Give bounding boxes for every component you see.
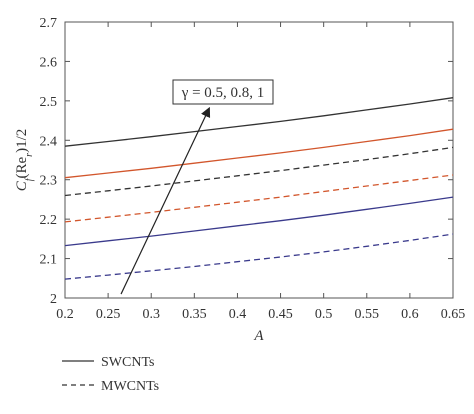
x-tick-label: 0.65 (441, 307, 466, 322)
x-tick-label: 0.6 (401, 307, 419, 322)
y-axis-label-sub-r: r (24, 153, 35, 157)
y-axis-label-rest: )1/2 (14, 129, 30, 153)
y-tick-label: 2.2 (40, 213, 58, 228)
series-line-swcnts-1 (64, 128, 454, 179)
x-axis-label: A (253, 328, 264, 344)
y-axis-label-sub-f: f (24, 177, 35, 181)
annotation: γ = 0.5, 0.8, 1 (120, 79, 274, 295)
x-axis-ticks: 0.2 0.25 0.3 0.35 0.4 0.45 0.5 0.55 0.6 0.65 (56, 22, 465, 322)
x-tick-label: 0.45 (268, 307, 293, 322)
y-tick-label: 2.4 (40, 134, 58, 149)
y-axis-label-main: C (14, 180, 30, 191)
plot-frame (64, 21, 454, 299)
series-layer (64, 97, 454, 280)
annotation-arrow (120, 106, 211, 295)
x-tick-label: 0.4 (229, 307, 247, 322)
legend-label-swcnts: SWCNTs (101, 355, 154, 370)
x-tick-label: 0.55 (355, 307, 380, 322)
x-tick-label: 0.5 (315, 307, 333, 322)
y-tick-label: 2.1 (40, 253, 58, 268)
series-line-swcnts-0 (64, 97, 454, 147)
x-tick-label: 0.35 (182, 307, 207, 322)
series-line-swcnts-2 (64, 196, 454, 247)
y-tick-label: 2.3 (40, 174, 58, 189)
y-tick-label: 2 (50, 292, 57, 307)
y-tick-label: 2.5 (40, 95, 58, 110)
y-tick-label: 2.6 (40, 55, 58, 70)
y-tick-label: 2.7 (40, 16, 58, 31)
legend-label-mwcnts: MWCNTs (101, 379, 159, 394)
x-tick-label: 0.3 (142, 307, 160, 322)
series-line-mwcnts-5 (64, 233, 454, 280)
series-line-mwcnts-3 (64, 146, 454, 197)
legend: SWCNTs MWCNTs (62, 355, 159, 394)
x-tick-label: 0.25 (96, 307, 121, 322)
y-axis-label-re: (Re (14, 156, 30, 178)
y-axis-label: Cf(Rer)1/2 (14, 129, 35, 192)
annotation-box (172, 79, 274, 105)
y-axis-ticks: 2 2.1 2.2 2.3 2.4 2.5 2.6 2.7 (40, 16, 453, 307)
annotation-label: γ = 0.5, 0.8, 1 (181, 85, 265, 101)
x-tick-label: 0.2 (56, 307, 74, 322)
series-line-mwcnts-4 (64, 174, 454, 223)
